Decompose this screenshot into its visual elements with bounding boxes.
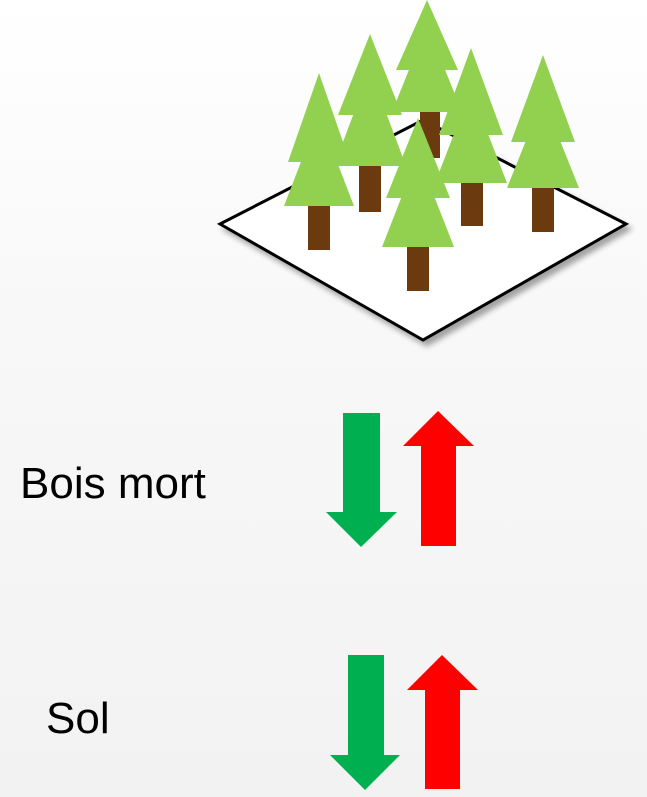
arrow-down-icon <box>330 655 400 790</box>
soil-label: Sol <box>46 694 110 743</box>
tree-icon <box>507 55 579 232</box>
tree-icon <box>435 48 507 226</box>
tree-icon <box>334 34 406 212</box>
soil-flux-arrows <box>330 655 478 790</box>
dead-wood-label: Bois mort <box>20 459 206 508</box>
tree-icon <box>382 118 454 291</box>
dead-wood-flux-arrows <box>326 411 474 547</box>
arrow-up-icon <box>403 411 474 546</box>
arrow-up-icon <box>407 655 478 789</box>
tree-icon <box>284 73 354 250</box>
forest-plot-icon <box>216 0 630 342</box>
arrow-down-icon <box>326 413 397 547</box>
